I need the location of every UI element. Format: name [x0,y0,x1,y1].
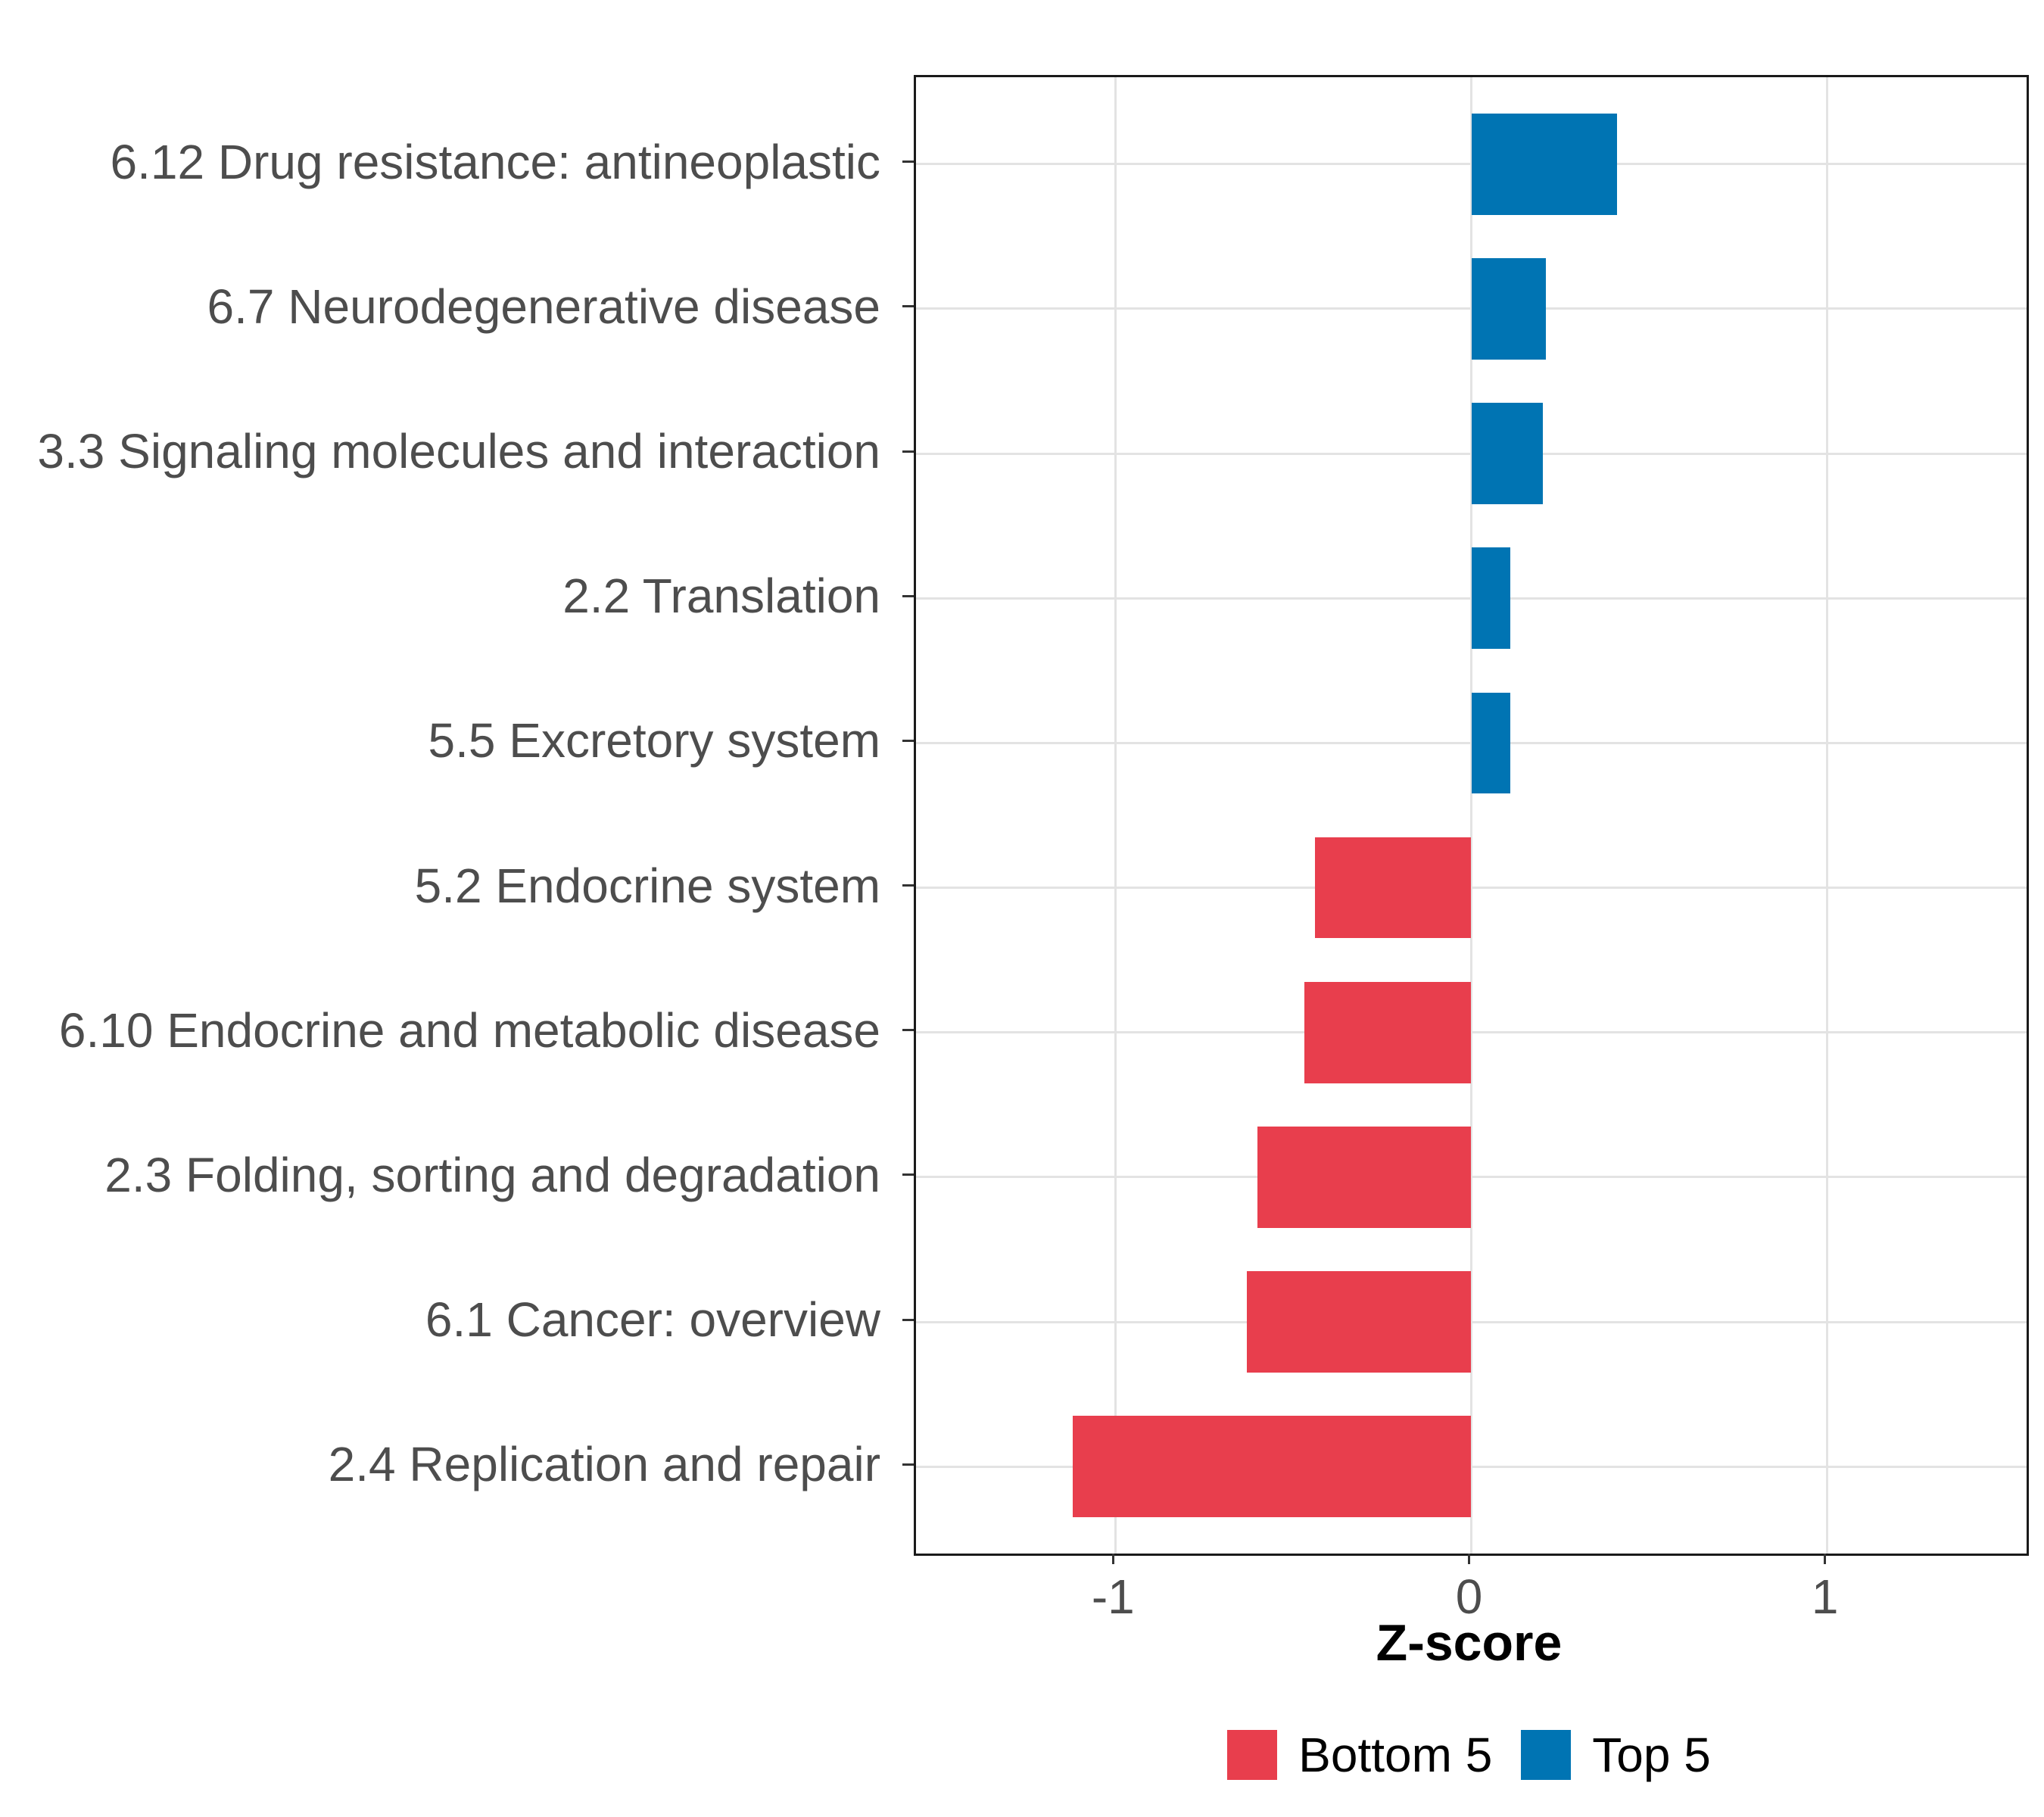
bar-bottom5 [1247,1271,1472,1373]
bar-top5 [1471,692,1511,794]
bar-top5 [1471,403,1543,504]
bar-bottom5 [1072,1416,1472,1518]
bar-top5 [1471,257,1547,360]
y-axis-label: 6.1 Cancer: overview [425,1292,880,1347]
gridline-y-row [916,1176,2027,1179]
y-axis-tick [902,884,914,887]
plot-panel [914,75,2029,1556]
bar-bottom5 [1257,1127,1472,1228]
x-axis-tick-label: 0 [1455,1569,1483,1624]
y-axis-label: 6.7 Neurodegenerative disease [207,279,881,334]
bar-top5 [1471,113,1618,215]
gridline-x-1 [1826,77,1829,1554]
y-axis-tick [902,450,914,453]
y-axis-label: 2.2 Translation [562,569,880,624]
gridline-x--1 [1114,77,1117,1554]
gridline-y-row [916,1031,2027,1034]
gridline-y-row [916,887,2027,890]
y-axis-label: 5.5 Excretory system [428,713,881,768]
x-axis-tick-label: -1 [1091,1569,1135,1624]
x-axis-tick [1824,1554,1827,1564]
legend: Bottom 5 Top 5 [914,1728,2024,1781]
gridline-y-row [916,1320,2027,1323]
x-axis-tick [1111,1554,1114,1564]
legend-item-bottom-5: Bottom 5 [1227,1730,1492,1780]
y-axis-tick [902,161,914,164]
y-axis-tick [902,1463,914,1466]
y-axis-label: 2.3 Folding, sorting and degradation [104,1147,880,1202]
gridline-y-row [916,1465,2027,1468]
bar-bottom5 [1304,981,1472,1083]
y-axis-label: 6.12 Drug resistance: antineoplastic [110,134,880,189]
gridline-x-0 [1470,77,1472,1554]
y-axis-label: 2.4 Replication and repair [328,1437,880,1492]
legend-item-top-5: Top 5 [1521,1730,1711,1780]
x-axis-tick [1468,1554,1470,1564]
legend-swatch [1521,1730,1572,1780]
x-axis-title: Z-score [1376,1614,1563,1672]
bar-top5 [1471,547,1511,650]
y-axis-label: 3.3 Signaling molecules and interaction [37,423,880,478]
x-axis-tick-label: 1 [1811,1569,1839,1624]
legend-swatch [1227,1730,1278,1780]
y-axis-tick [902,1173,914,1177]
legend-label: Top 5 [1592,1728,1711,1782]
legend-label: Bottom 5 [1298,1728,1493,1782]
y-axis-tick [902,1029,914,1032]
y-axis-tick [902,594,914,597]
y-axis-tick [902,739,914,742]
y-axis-tick [902,1318,914,1321]
y-axis-tick [902,305,914,308]
bar-bottom5 [1314,837,1472,939]
y-axis-label: 6.10 Endocrine and metabolic disease [58,1002,880,1058]
y-axis-label: 5.2 Endocrine system [414,858,880,913]
